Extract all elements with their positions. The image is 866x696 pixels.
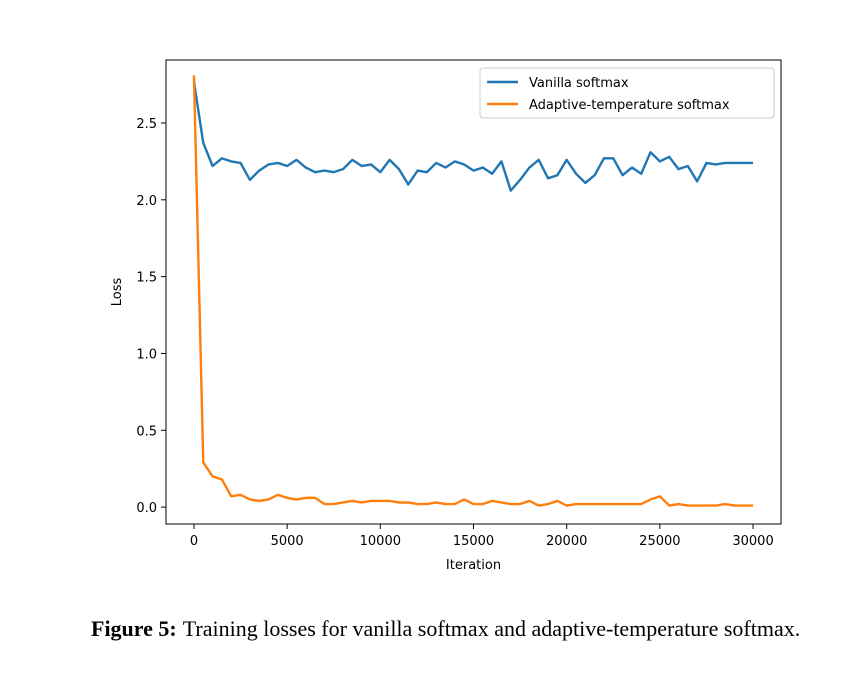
x-tick-label: 25000 — [639, 534, 680, 549]
legend-label-vanilla-softmax: Vanilla softmax — [529, 76, 629, 91]
series-line-adaptive-temperature-softmax — [192, 75, 754, 507]
y-tick-label: 2.0 — [136, 194, 157, 209]
legend-box — [479, 67, 775, 119]
y-tick-label: 0.5 — [136, 424, 157, 439]
x-axis-label: Iteration — [446, 558, 501, 573]
axes-frame — [165, 59, 782, 525]
y-tick-label: 1.5 — [136, 271, 157, 286]
x-tick-label: 20000 — [546, 534, 587, 549]
x-tick-label: 30000 — [732, 534, 773, 549]
x-tick-label: 15000 — [453, 534, 494, 549]
figure-caption-text: Training losses for vanilla softmax and … — [182, 616, 801, 641]
x-tick-label: 0 — [190, 534, 198, 549]
legend-label-adaptive-temperature-softmax: Adaptive-temperature softmax — [529, 98, 730, 113]
y-tick-label: 2.5 — [136, 117, 157, 132]
x-tick-label: 5000 — [271, 534, 304, 549]
plot-area: 0 5000 10000 15000 20000 25000 30000 0.0 0.5 1.0 1… — [110, 59, 782, 573]
y-tick-label: 0.0 — [136, 501, 157, 516]
figure-label: Figure 5: — [91, 616, 177, 641]
legend: Vanilla softmax Adaptive-temperature soft… — [479, 67, 775, 119]
x-tick-label: 10000 — [360, 534, 401, 549]
series-line-vanilla-softmax — [192, 81, 754, 192]
y-tick-label: 1.0 — [136, 347, 157, 362]
figure-caption: Figure 5: Training losses for vanilla sof… — [91, 614, 811, 644]
y-axis-label: Loss — [110, 278, 125, 307]
